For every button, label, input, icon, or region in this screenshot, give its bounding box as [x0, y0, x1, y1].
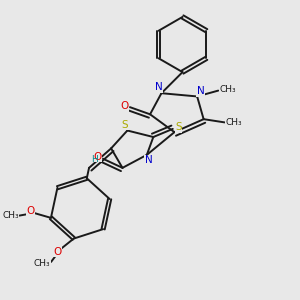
Text: O: O	[53, 247, 62, 256]
Text: S: S	[122, 120, 128, 130]
Text: CH₃: CH₃	[226, 118, 242, 127]
Text: O: O	[94, 152, 102, 162]
Text: N: N	[145, 155, 153, 165]
Text: H: H	[92, 155, 98, 164]
Text: CH₃: CH₃	[34, 260, 50, 268]
Text: O: O	[27, 206, 35, 216]
Text: O: O	[121, 101, 129, 111]
Text: CH₃: CH₃	[219, 85, 236, 94]
Text: N: N	[196, 86, 204, 96]
Text: N: N	[155, 82, 163, 92]
Text: S: S	[175, 122, 182, 132]
Text: CH₃: CH₃	[2, 211, 19, 220]
